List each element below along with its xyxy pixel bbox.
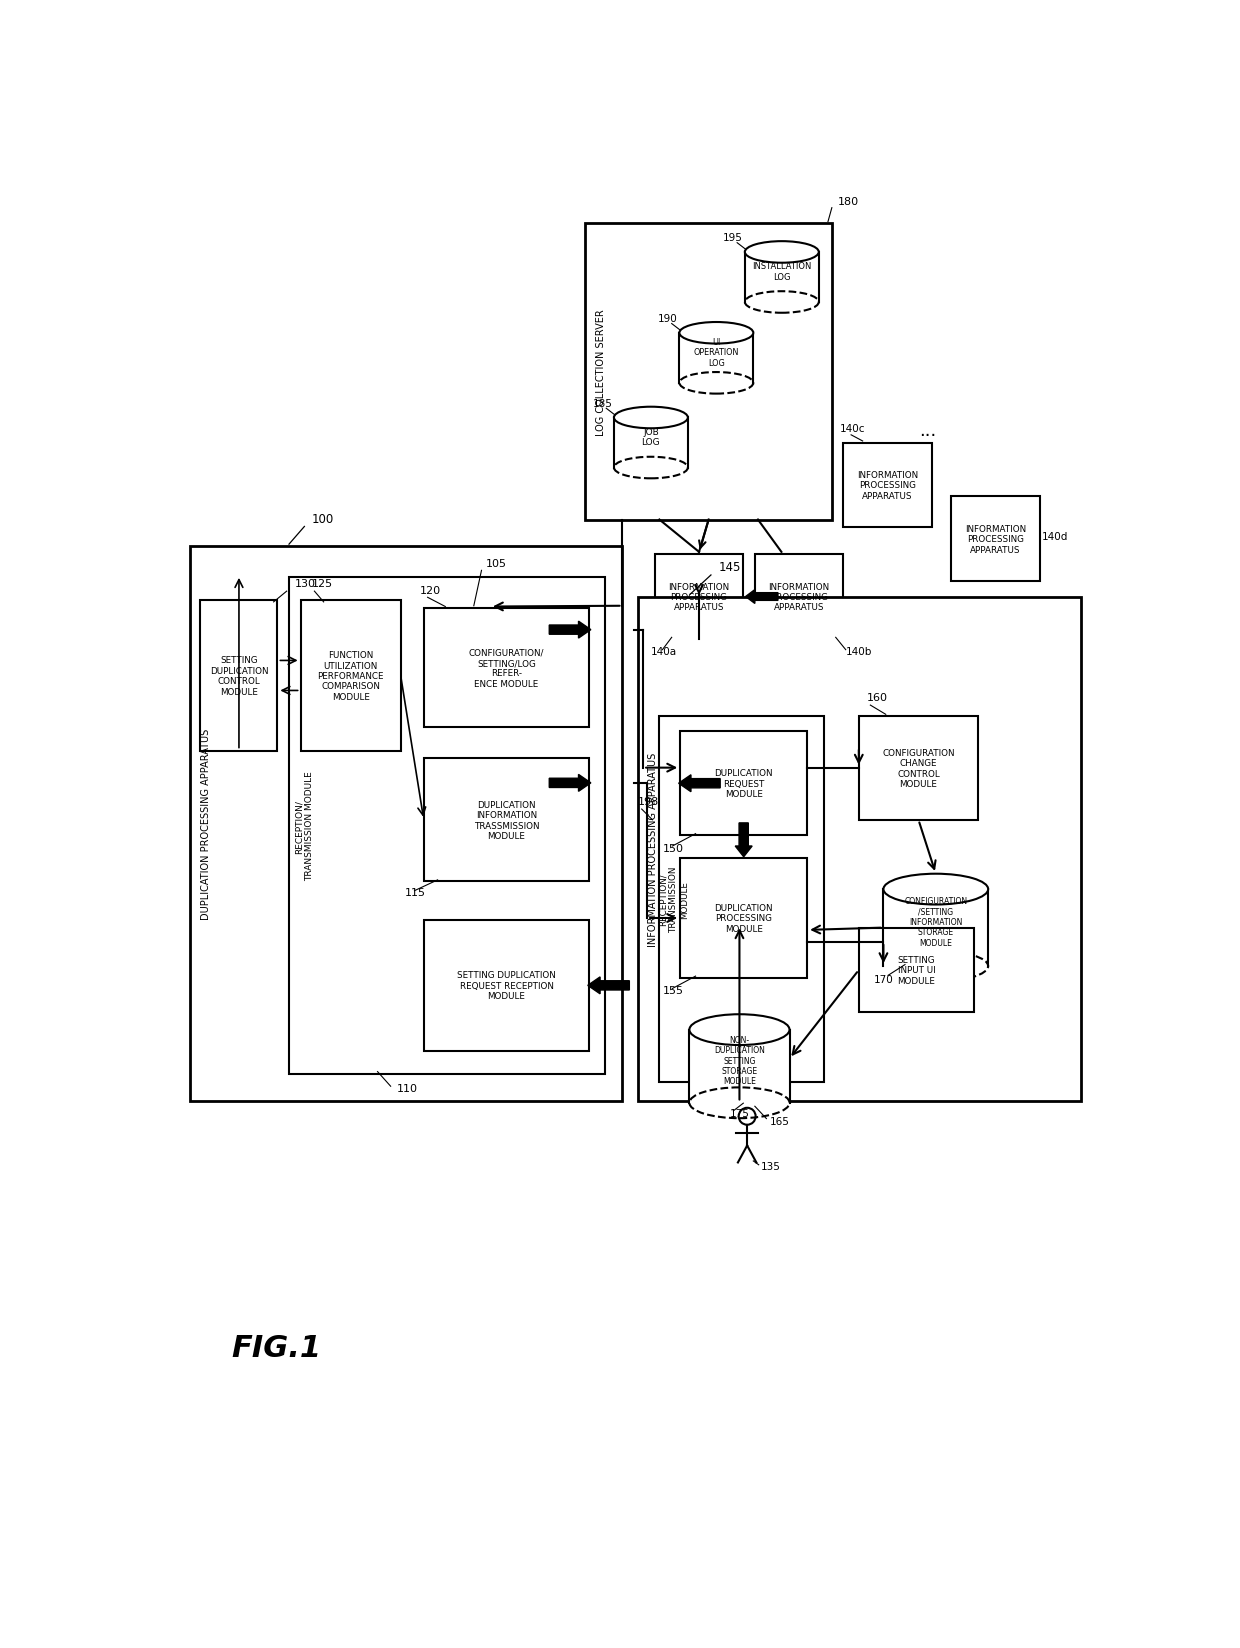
Text: ...: ... [920,422,936,440]
Ellipse shape [614,407,688,428]
Bar [689,1030,790,1103]
Text: 100: 100 [312,513,335,526]
Bar [681,859,807,977]
Text: LOG COLLECTION SERVER: LOG COLLECTION SERVER [596,308,606,435]
Text: RECEPTION/
TRANSMISSION
MODULE: RECEPTION/ TRANSMISSION MODULE [660,865,689,933]
Text: NON-
DUPLICATION
SETTING
STORAGE
MODULE: NON- DUPLICATION SETTING STORAGE MODULE [714,1035,765,1086]
Text: CONFIGURATION
CHANGE
CONTROL
MODULE: CONFIGURATION CHANGE CONTROL MODULE [882,748,955,788]
Text: SETTING
DUPLICATION
CONTROL
MODULE: SETTING DUPLICATION CONTROL MODULE [210,656,268,695]
Text: 190: 190 [658,315,677,325]
Text: DUPLICATION
REQUEST
MODULE: DUPLICATION REQUEST MODULE [714,770,773,799]
Text: UI
OPERATION
LOG: UI OPERATION LOG [693,338,739,368]
Bar [585,224,832,521]
Ellipse shape [745,292,818,313]
Text: INFORMATION PROCESSING APPARATUS: INFORMATION PROCESSING APPARATUS [649,751,658,946]
Text: INFORMATION
PROCESSING
APPARATUS: INFORMATION PROCESSING APPARATUS [857,471,919,501]
Text: 120: 120 [420,585,441,595]
Polygon shape [549,621,590,639]
Text: 125: 125 [312,578,334,588]
Text: DUPLICATION PROCESSING APPARATUS: DUPLICATION PROCESSING APPARATUS [201,728,211,920]
Ellipse shape [883,951,988,982]
Ellipse shape [883,873,988,905]
Bar [951,498,1040,582]
Ellipse shape [689,1088,790,1119]
Ellipse shape [745,242,818,264]
Bar [655,555,743,639]
Bar [424,920,589,1051]
Bar [658,717,825,1083]
Polygon shape [678,775,720,793]
Polygon shape [745,590,777,605]
Text: 130: 130 [294,578,315,588]
Ellipse shape [680,372,754,394]
Text: SETTING
INPUT UI
MODULE: SETTING INPUT UI MODULE [898,956,935,986]
Text: 175: 175 [730,1109,750,1119]
Text: 140c: 140c [839,424,866,433]
Bar [201,602,278,751]
Text: INFORMATION
PROCESSING
APPARATUS: INFORMATION PROCESSING APPARATUS [769,582,830,611]
Bar [191,547,621,1101]
Bar [859,928,975,1012]
Text: 170: 170 [874,974,894,984]
Text: 165: 165 [770,1116,790,1126]
Bar [745,252,818,303]
Ellipse shape [689,1015,790,1045]
Text: DUPLICATION
PROCESSING
MODULE: DUPLICATION PROCESSING MODULE [714,903,773,933]
Text: 145: 145 [719,560,742,574]
Bar [680,333,754,384]
Bar [424,608,589,728]
Ellipse shape [680,323,754,344]
Polygon shape [549,775,590,791]
Text: FIG.1: FIG.1 [231,1333,321,1361]
Text: INFORMATION
PROCESSING
APPARATUS: INFORMATION PROCESSING APPARATUS [965,524,1025,554]
Text: 198: 198 [637,798,660,808]
Text: JOB
LOG: JOB LOG [641,427,660,447]
Bar [637,597,1080,1101]
Bar [681,732,807,836]
Ellipse shape [614,458,688,480]
Bar [424,758,589,882]
Text: 105: 105 [485,559,506,569]
Text: DUPLICATION
INFORMATION
TRASSMISSION
MODULE: DUPLICATION INFORMATION TRASSMISSION MOD… [474,801,539,840]
Text: 140a: 140a [651,648,677,658]
Text: 135: 135 [761,1160,781,1172]
Text: INSTALLATION
LOG: INSTALLATION LOG [753,262,811,282]
Bar [614,419,688,468]
Bar [289,578,605,1074]
Bar [859,717,978,821]
Polygon shape [735,824,753,857]
Text: 180: 180 [838,196,859,206]
Bar [300,602,401,751]
Text: 160: 160 [867,694,888,704]
Text: 150: 150 [663,844,684,854]
Text: 195: 195 [723,234,743,244]
Text: RECEPTION/
TRANSMISSION MODULE: RECEPTION/ TRANSMISSION MODULE [295,771,314,882]
Text: CONFIGURATION
/SETTING
INFORMATION
STORAGE
MODULE: CONFIGURATION /SETTING INFORMATION STORA… [904,897,967,948]
Text: SETTING DUPLICATION
REQUEST RECEPTION
MODULE: SETTING DUPLICATION REQUEST RECEPTION MO… [458,971,556,1000]
Bar [843,443,932,527]
Text: 110: 110 [397,1083,418,1093]
Text: 115: 115 [404,888,425,898]
Text: FUNCTION
UTILIZATION
PERFORMANCE
COMPARISON
MODULE: FUNCTION UTILIZATION PERFORMANCE COMPARI… [317,651,384,702]
Text: CONFIGURATION/
SETTING/LOG
REFER-
ENCE MODULE: CONFIGURATION/ SETTING/LOG REFER- ENCE M… [469,648,544,689]
Text: 140d: 140d [1042,531,1069,542]
Bar [883,890,988,966]
Polygon shape [588,977,630,994]
Text: 155: 155 [663,986,684,995]
Text: INFORMATION
PROCESSING
APPARATUS: INFORMATION PROCESSING APPARATUS [668,582,729,611]
Text: 140b: 140b [846,648,872,658]
Text: 185: 185 [593,399,613,409]
Bar [755,555,843,639]
